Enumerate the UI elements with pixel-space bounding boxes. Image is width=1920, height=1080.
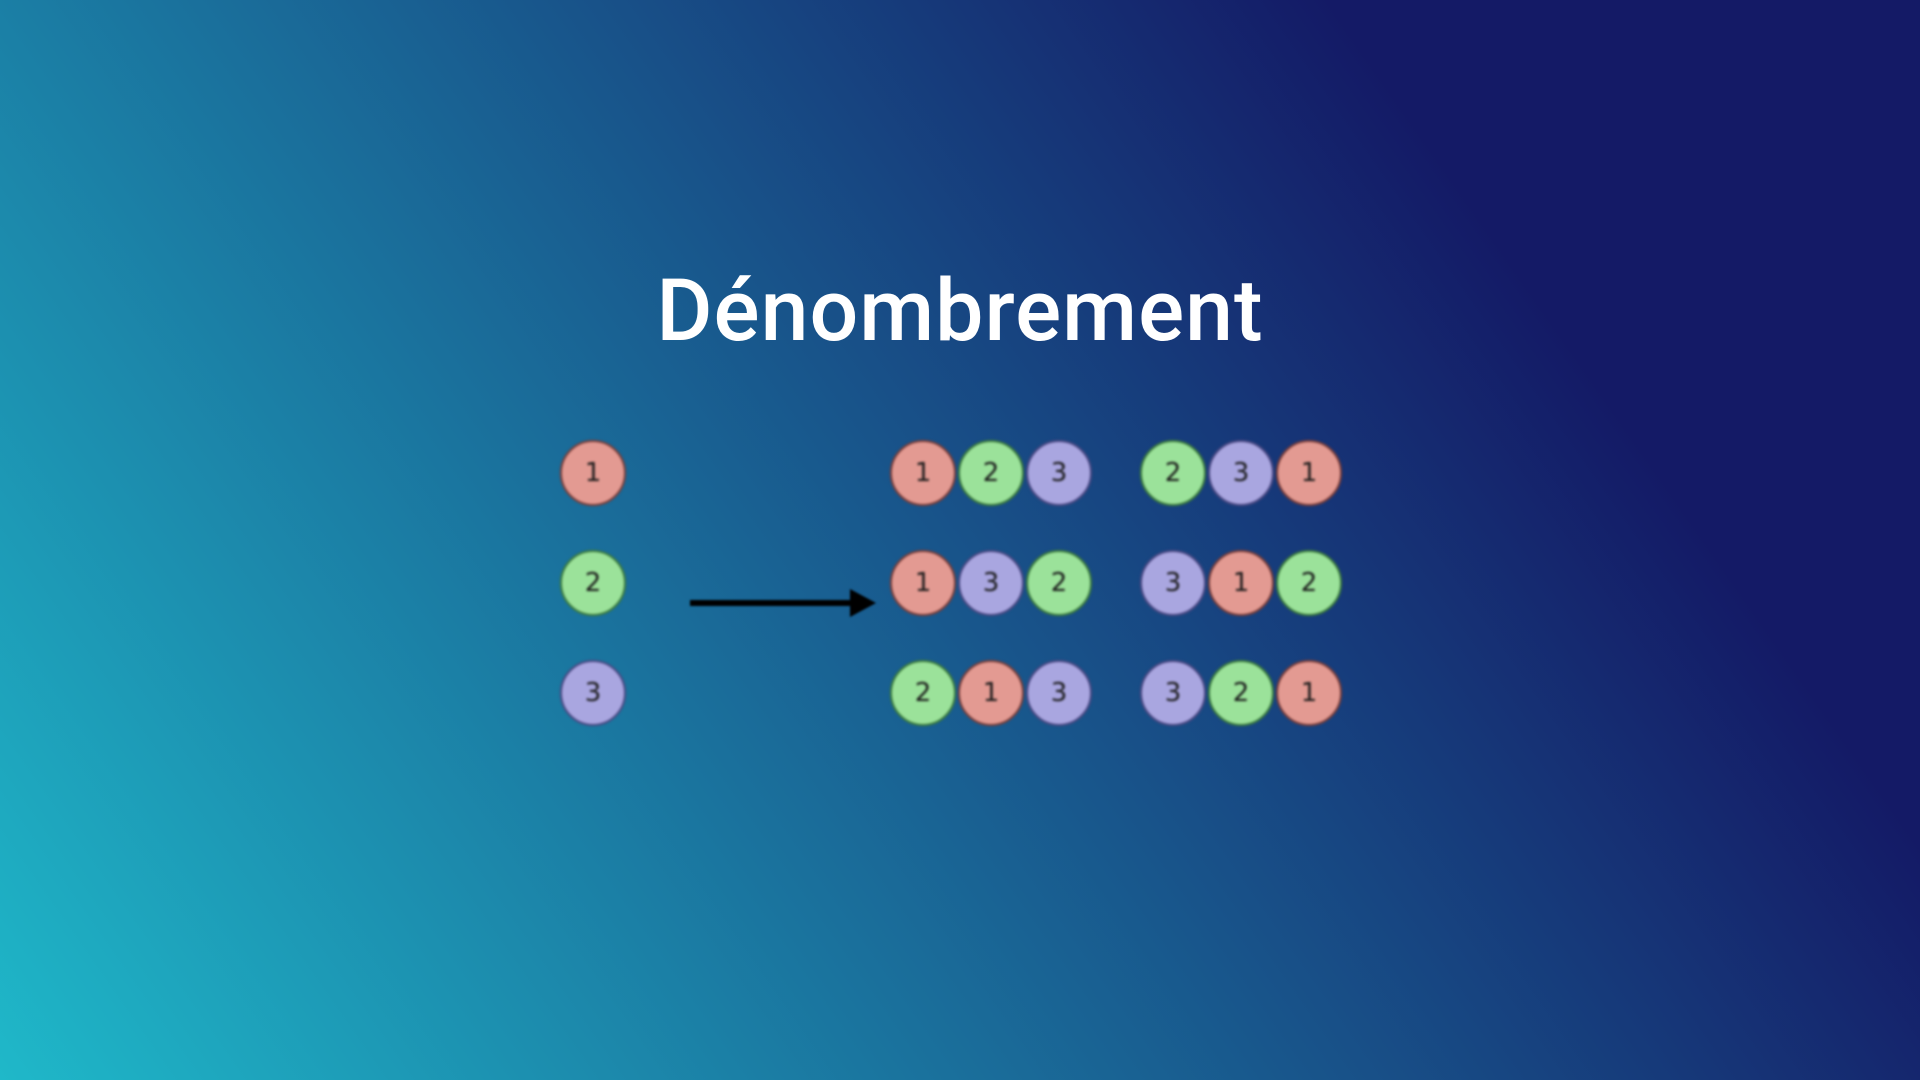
ball-1: 1 [1276, 660, 1342, 726]
ball-3: 3 [560, 660, 626, 726]
ball-3: 3 [1140, 550, 1206, 616]
ball-3: 3 [1208, 440, 1274, 506]
ball-1: 1 [560, 440, 626, 506]
slide-title: Dénombrement [0, 260, 1920, 361]
ball-2: 2 [1026, 550, 1092, 616]
ball-2: 2 [890, 660, 956, 726]
slide-root: Dénombrement 123123231132312213321 [0, 0, 1920, 1080]
ball-1: 1 [958, 660, 1024, 726]
ball-3: 3 [1140, 660, 1206, 726]
ball-2: 2 [1140, 440, 1206, 506]
ball-2: 2 [1276, 550, 1342, 616]
ball-3: 3 [1026, 440, 1092, 506]
ball-1: 1 [890, 550, 956, 616]
ball-1: 1 [1208, 550, 1274, 616]
ball-1: 1 [1276, 440, 1342, 506]
ball-3: 3 [1026, 660, 1092, 726]
ball-2: 2 [560, 550, 626, 616]
ball-3: 3 [958, 550, 1024, 616]
ball-1: 1 [890, 440, 956, 506]
ball-2: 2 [1208, 660, 1274, 726]
arrow-icon [690, 578, 880, 628]
ball-2: 2 [958, 440, 1024, 506]
